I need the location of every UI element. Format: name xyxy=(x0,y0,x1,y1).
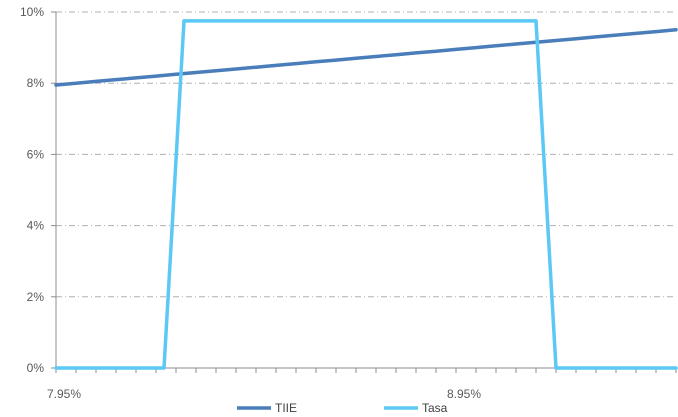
y-tick-label: 10% xyxy=(20,5,44,19)
legend-label-tiie: TIIE xyxy=(275,401,297,415)
legend-label-tasa: Tasa xyxy=(422,401,448,415)
series-line-tasa xyxy=(54,19,678,370)
y-tick-label: 6% xyxy=(27,147,45,161)
legend: TIIE Tasa xyxy=(237,401,448,415)
y-tick-label: 4% xyxy=(27,219,45,233)
y-tick-label: 2% xyxy=(27,290,45,304)
series-lines xyxy=(54,19,678,370)
x-axis-labels: 7.95% 8.95% xyxy=(47,387,481,401)
x-tick-label: 7.95% xyxy=(47,387,81,401)
x-tick-label: 8.95% xyxy=(447,387,481,401)
series-line-tiie xyxy=(54,28,678,87)
y-tick-label: 8% xyxy=(27,76,45,90)
y-axis-labels: 0% 2% 4% 6% 8% 10% xyxy=(20,5,44,375)
gridlines xyxy=(56,11,676,298)
y-tick-label: 0% xyxy=(27,361,45,375)
axes xyxy=(51,11,677,373)
